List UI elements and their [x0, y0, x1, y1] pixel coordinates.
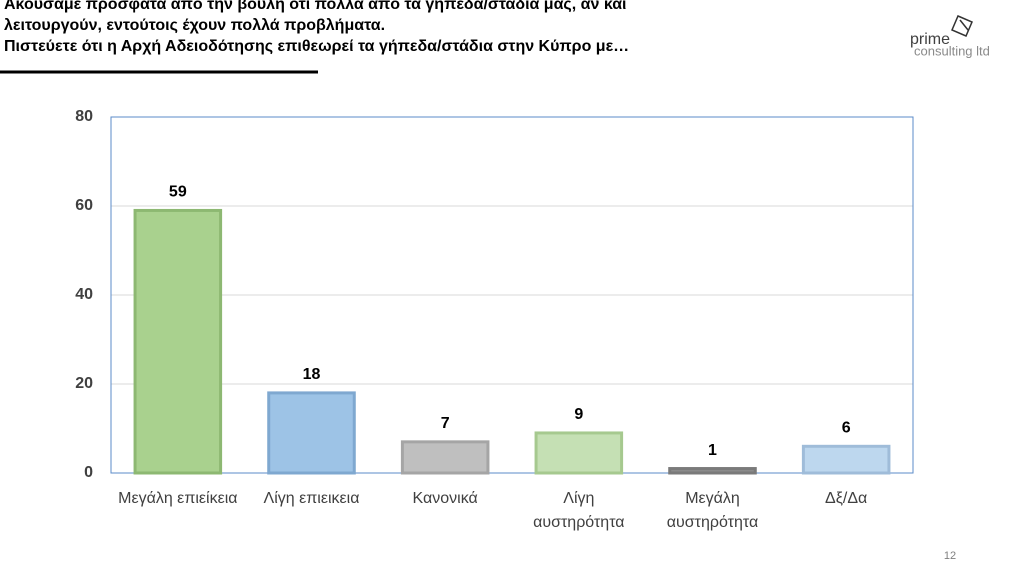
bar: [801, 444, 891, 475]
x-tick-label: Δξ/Δα: [825, 490, 868, 507]
page-number: 12: [944, 550, 956, 562]
y-tick-label: 40: [75, 286, 93, 303]
logo-sub: consulting ltd: [914, 43, 990, 58]
y-tick-label: 20: [75, 375, 93, 392]
bar: [267, 391, 356, 475]
value-label: 9: [574, 406, 583, 423]
title-line: Πιστεύετε ότι η Αρχή Αδειοδότησης επιθεω…: [4, 38, 630, 55]
value-label: 18: [303, 366, 321, 383]
y-tick-label: 60: [75, 197, 93, 214]
y-tick-label: 80: [75, 108, 93, 125]
value-label: 6: [842, 420, 851, 437]
x-tick-label: Μεγάλη αυστηρότητα: [666, 490, 759, 531]
value-label: 59: [169, 184, 187, 201]
value-label: 7: [441, 415, 450, 432]
x-tick-label: Κανονικά: [412, 490, 478, 507]
x-tick-label: Λίγη επιεικεια: [263, 490, 360, 507]
bar: [668, 467, 757, 475]
title: Ακούσαμε πρόσφατα από την βουλή ότι πολλ…: [4, 0, 629, 57]
bar: [133, 208, 223, 475]
bar: [400, 440, 490, 475]
plot-border: [110, 116, 914, 474]
logo-name: prime: [910, 31, 950, 48]
y-tick-label: 0: [84, 464, 93, 481]
title-line: Ακούσαμε πρόσφατα από την βουλή ότι πολλ…: [4, 0, 627, 13]
x-tick-label: Μεγάλη επιείκεια: [118, 490, 238, 507]
bar: [534, 431, 624, 475]
x-tick-label: Λίγη αυστηρότητα: [533, 490, 625, 531]
logo-icon: [951, 15, 973, 37]
value-label: 1: [708, 442, 717, 459]
title-line: λειτουργούν, εντούτοις έχουν πολλά προβλ…: [4, 17, 386, 34]
